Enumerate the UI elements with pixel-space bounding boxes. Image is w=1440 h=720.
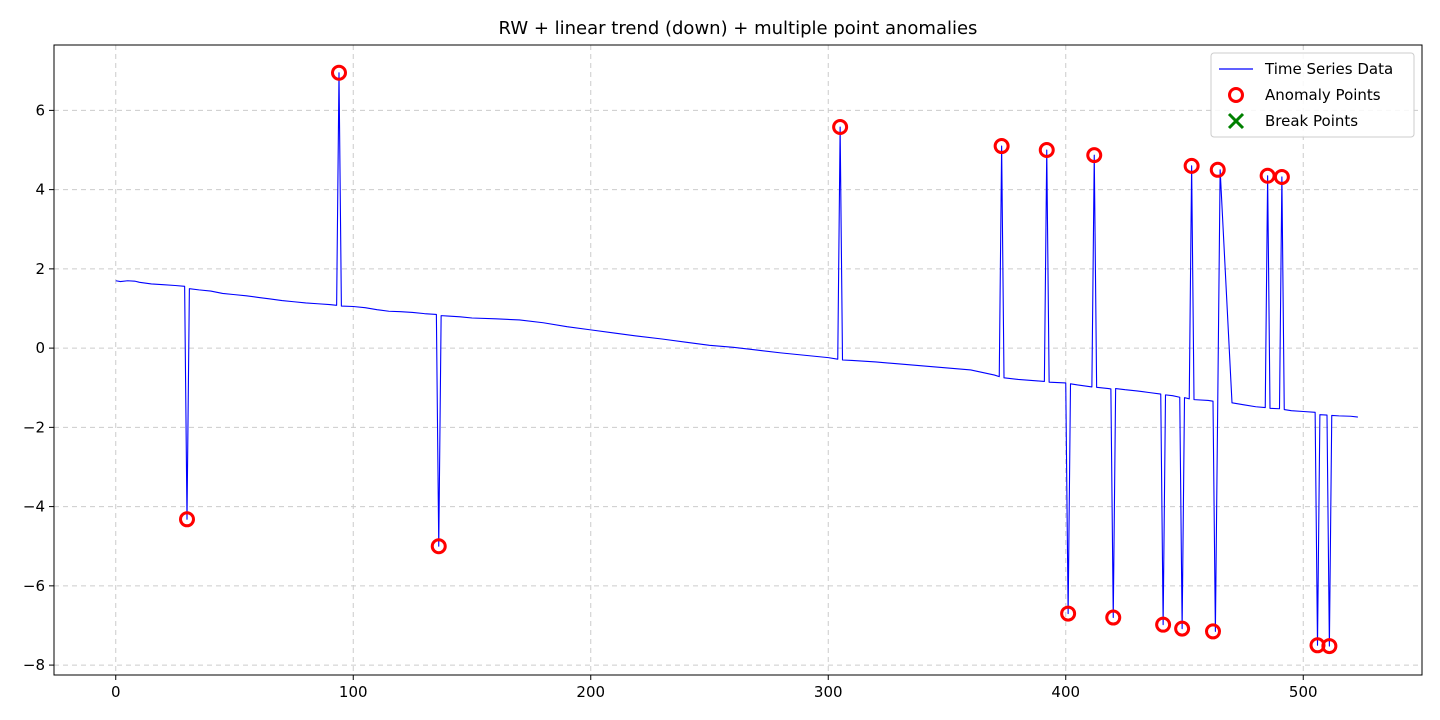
anomaly-point <box>430 538 447 555</box>
x-tick-label: 400 <box>1051 683 1080 701</box>
x-tick-label: 300 <box>814 683 843 701</box>
anomaly-point <box>1183 157 1200 174</box>
anomaly-point <box>331 64 347 81</box>
anomaly-point <box>1060 605 1077 622</box>
y-tick-label: 6 <box>35 101 45 119</box>
time-series-line <box>115 72 1358 647</box>
legend-circle-swatch <box>1228 87 1244 103</box>
anomaly-point <box>1174 620 1191 637</box>
y-tick-label: 2 <box>35 260 45 278</box>
anomaly-point <box>1321 638 1338 655</box>
series-layer <box>115 72 1358 647</box>
anomaly-point <box>1205 623 1221 640</box>
legend: Time Series Data Anomaly Points Break Po… <box>1210 52 1415 138</box>
legend-label-break: Break Points <box>1265 112 1358 130</box>
legend-label-series: Time Series Data <box>1264 60 1393 78</box>
y-tick-label: −2 <box>23 418 45 436</box>
legend-box <box>1210 52 1415 138</box>
y-tick-label: −6 <box>23 577 45 595</box>
anomaly-point <box>1273 168 1290 185</box>
y-tick-label: −8 <box>23 656 45 674</box>
x-tick-label: 0 <box>111 683 121 701</box>
y-tick-label: 4 <box>35 181 45 199</box>
anomaly-point <box>1038 142 1055 158</box>
anomaly-point <box>179 511 195 528</box>
y-axis: −8 −6 −4 −2 0 2 4 6 <box>23 101 54 674</box>
legend-x-swatch <box>1227 112 1245 130</box>
y-tick-label: −4 <box>23 498 45 516</box>
anomaly-point <box>1105 609 1122 626</box>
anomaly-markers <box>179 64 1338 655</box>
grid-lines <box>54 45 1422 675</box>
legend-label-anomaly: Anomaly Points <box>1265 86 1381 104</box>
x-tick-label: 500 <box>1289 683 1318 701</box>
anomaly-point <box>832 119 849 136</box>
x-tick-label: 200 <box>576 683 605 701</box>
x-tick-label: 100 <box>339 683 368 701</box>
chart-title: RW + linear trend (down) + multiple poin… <box>499 18 978 39</box>
anomaly-point <box>1155 616 1172 633</box>
anomaly-point <box>1086 147 1103 164</box>
anomaly-point <box>993 138 1010 155</box>
anomaly-point <box>1209 161 1226 178</box>
plot-frame <box>53 44 1423 676</box>
y-tick-label: 0 <box>35 339 45 357</box>
x-axis: 0 100 200 300 400 500 <box>111 675 1318 701</box>
